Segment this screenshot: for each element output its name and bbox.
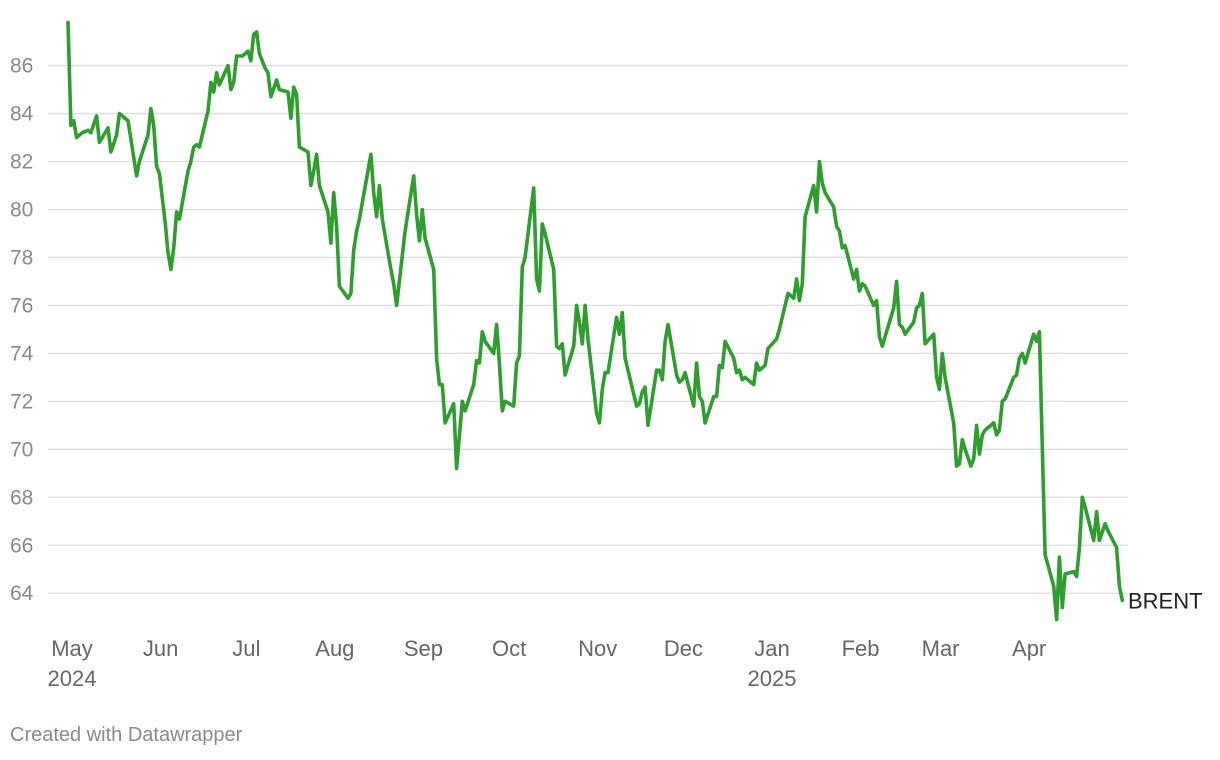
y-tick-label: 80 [10, 198, 33, 221]
y-tick-label: 64 [10, 582, 34, 605]
footer-credit: Created with Datawrapper [10, 724, 243, 746]
y-tick-label: 86 [10, 55, 33, 78]
series-label: BRENT [1128, 588, 1203, 613]
series-line-brent [66, 20, 1125, 622]
x-tick-label: Feb [842, 636, 880, 661]
x-axis: May 2024 Jun Jul Aug Sep Oct Nov Dec Jan 2025 Feb Ma… [48, 636, 1047, 691]
x-tick-label: Apr [1012, 636, 1046, 661]
y-axis: 64 66 68 70 72 74 76 78 80 82 84 86 [10, 55, 34, 606]
x-tick-year-label: 2024 [48, 666, 97, 691]
x-tick-label: May [51, 636, 93, 661]
y-tick-label: 72 [10, 390, 33, 413]
x-tick-label: Jan [754, 636, 789, 661]
y-tick-label: 84 [10, 103, 34, 126]
y-tick-label: 82 [10, 151, 33, 174]
y-tick-label: 74 [10, 342, 34, 365]
series-group: BRENT [66, 20, 1203, 622]
x-tick-year-label: 2025 [748, 666, 797, 691]
y-tick-label: 76 [10, 294, 33, 317]
x-tick-label: Mar [922, 636, 960, 661]
x-tick-label: Jun [143, 636, 178, 661]
x-tick-label: Dec [664, 636, 703, 661]
x-tick-label: Aug [315, 636, 354, 661]
x-tick-label: Nov [578, 636, 617, 661]
y-tick-label: 66 [10, 534, 33, 557]
y-tick-label: 68 [10, 486, 33, 509]
y-tick-label: 70 [10, 438, 33, 461]
x-tick-label: Oct [492, 636, 526, 661]
x-tick-label: Jul [232, 636, 260, 661]
x-tick-label: Sep [404, 636, 443, 661]
y-tick-label: 78 [10, 246, 33, 269]
